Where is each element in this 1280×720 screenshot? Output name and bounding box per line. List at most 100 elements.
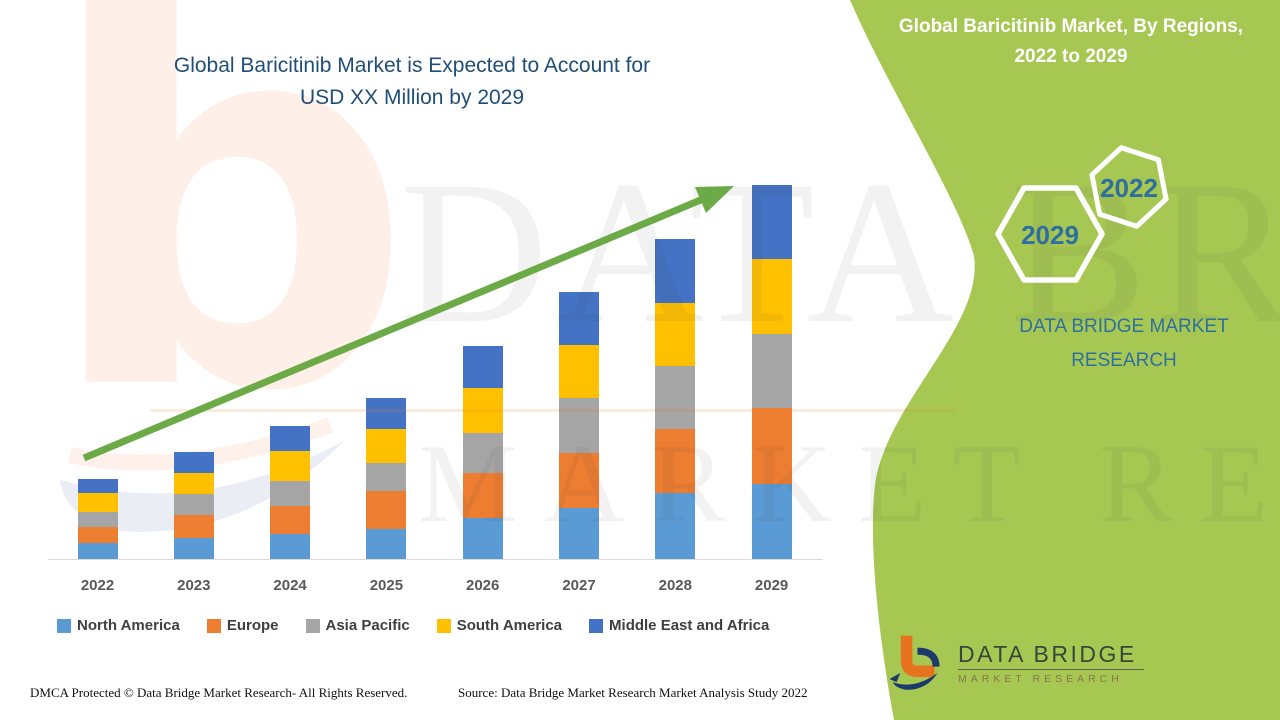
bar-segment-2022-south-america	[77, 493, 118, 512]
x-axis-label-2024: 2024	[273, 577, 307, 594]
brand-text: DATA BRIDGE MARKET RESEARCH	[950, 310, 1280, 378]
chart-title: Global Baricitinib Market is Expected to…	[78, 50, 746, 114]
bar-segment-2025-south-america	[366, 429, 407, 463]
company-logo-rule	[958, 669, 1144, 670]
bar-segment-2022-middle-east-and-africa	[77, 479, 118, 493]
x-axis-label-2025: 2025	[369, 577, 404, 594]
legend-item-south-america: South America	[436, 617, 563, 634]
legend-label: Europe	[226, 617, 279, 634]
bar-segment-2026-north-america	[462, 518, 503, 559]
chart-legend: North America Europe Asia Pacific South Ame…	[57, 617, 769, 634]
bar-segment-2029-south-america	[751, 259, 792, 334]
stacked-bar-2026	[462, 346, 503, 559]
bar-segment-2026-asia-pacific	[462, 433, 503, 473]
watermark-underline	[150, 409, 955, 412]
stacked-bar-2024	[270, 426, 311, 559]
stacked-bar-2022	[77, 479, 118, 559]
bar-segment-2023-europe	[173, 515, 214, 538]
bar-segment-2024-asia-pacific	[270, 481, 311, 506]
bar-segment-2028-europe	[655, 429, 696, 493]
bar-segment-2028-middle-east-and-africa	[655, 239, 696, 303]
bar-segment-2024-middle-east-and-africa	[270, 426, 311, 451]
bar-segment-2029-europe	[751, 408, 792, 484]
chart-title-line1: Global Baricitinib Market is Expected to…	[173, 54, 651, 77]
bar-segment-2029-asia-pacific	[751, 334, 792, 408]
company-logo: DATA BRIDGE MARKET RESEARCH	[888, 630, 1144, 694]
bar-segment-2026-middle-east-and-africa	[462, 346, 503, 388]
bar-segment-2022-europe	[77, 527, 118, 543]
footer-dmca-text: DMCA Protected © Data Bridge Market Rese…	[30, 685, 408, 700]
stacked-bar-2023	[173, 452, 214, 559]
hexagon-2022-label: 2022	[1100, 173, 1158, 203]
brand-text-line2: RESEARCH	[1071, 350, 1177, 371]
legend-label: North America	[77, 617, 180, 634]
brand-text-line1: DATA BRIDGE MARKET	[1019, 316, 1229, 337]
stacked-bar-2029	[751, 185, 792, 559]
legend-swatch-icon	[57, 618, 71, 633]
legend-label: South America	[456, 617, 563, 634]
bar-segment-2023-middle-east-and-africa	[173, 452, 214, 473]
hexagon-2022-icon	[1089, 145, 1169, 229]
legend-swatch-icon	[305, 618, 320, 633]
bar-segment-2025-north-america	[366, 529, 407, 559]
bar-segment-2025-asia-pacific	[366, 463, 407, 491]
footer-source-text: Source: Data Bridge Market Research Mark…	[458, 685, 808, 700]
bar-segment-2029-north-america	[751, 484, 792, 559]
legend-label: Asia Pacific	[325, 617, 410, 634]
bar-segment-2027-europe	[559, 453, 599, 508]
watermark-b-icon: b	[42, 0, 415, 505]
company-logo-b-icon	[889, 635, 940, 690]
bar-segment-2028-asia-pacific	[655, 366, 696, 429]
banner-title-line2: 2022 to 2029	[1014, 46, 1128, 67]
bar-segment-2026-south-america	[462, 388, 503, 433]
bar-segment-2026-europe	[462, 473, 503, 518]
bar-segment-2023-north-america	[173, 538, 214, 559]
bar-segment-2027-north-america	[559, 508, 599, 559]
hexagon-2029-label: 2029	[1021, 220, 1079, 250]
company-logo-title: DATA BRIDGE	[958, 641, 1137, 667]
x-axis-label-2023: 2023	[177, 577, 211, 594]
bar-segment-2022-asia-pacific	[77, 512, 118, 527]
legend-item-europe: Europe	[206, 617, 279, 634]
bar-segment-2023-asia-pacific	[173, 494, 214, 515]
legend-swatch-icon	[206, 618, 221, 633]
green-shape-path	[850, 0, 1280, 720]
bar-segment-2024-north-america	[270, 534, 311, 559]
bar-segment-2023-south-america	[173, 473, 214, 494]
x-axis-label-2028: 2028	[658, 577, 692, 594]
legend-item-asia-pacific: Asia Pacific	[305, 617, 410, 634]
bar-segment-2028-south-america	[655, 303, 696, 366]
bar-segment-2024-south-america	[270, 451, 311, 481]
x-axis-label-2022: 2022	[80, 577, 115, 594]
banner-title: Global Baricitinib Market, By Regions, 2…	[866, 12, 1276, 72]
x-axis-label-2026: 2026	[466, 577, 500, 594]
stacked-bar-2028	[655, 239, 696, 559]
trend-arrow-shaft	[82, 195, 705, 462]
bar-segment-2025-middle-east-and-africa	[366, 398, 407, 429]
banner-title-line1: Global Baricitinib Market, By Regions,	[898, 16, 1244, 37]
legend-swatch-icon	[589, 618, 604, 633]
chart-title-line2: USD XX Million by 2029	[299, 86, 525, 109]
legend-swatch-icon	[436, 618, 451, 633]
bar-segment-2022-north-america	[77, 543, 118, 559]
trend-arrow-head	[695, 186, 734, 213]
bar-segment-2025-europe	[366, 491, 407, 529]
stacked-bar-2025	[366, 398, 407, 559]
bar-segment-2027-south-america	[559, 345, 599, 398]
bar-segment-2024-europe	[270, 506, 311, 534]
bar-segment-2028-north-america	[655, 493, 696, 559]
bar-segment-2029-middle-east-and-africa	[751, 185, 792, 259]
x-axis-line	[48, 559, 823, 560]
legend-label: Middle East and Africa	[609, 617, 770, 634]
x-axis-label-2029: 2029	[754, 577, 789, 594]
legend-item-north-america: North America	[57, 617, 180, 634]
bar-segment-2027-asia-pacific	[559, 398, 599, 453]
bar-segment-2027-middle-east-and-africa	[559, 292, 599, 345]
stacked-bar-2027	[559, 292, 599, 559]
legend-item-middle-east-and-africa: Middle East and Africa	[589, 617, 769, 634]
hexagon-2029-icon	[995, 185, 1105, 283]
